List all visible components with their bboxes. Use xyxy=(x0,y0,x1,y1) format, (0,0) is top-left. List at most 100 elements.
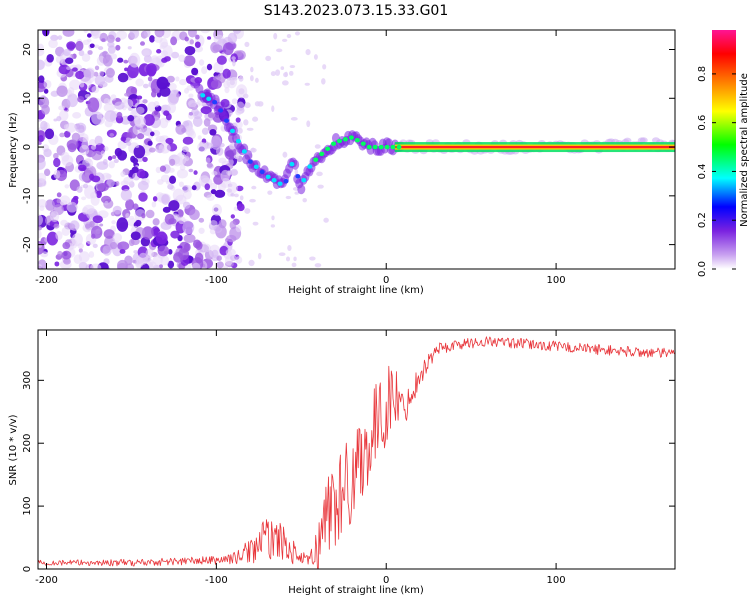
spectrogram-noise-blob xyxy=(124,92,130,97)
spectrogram-noise-blob xyxy=(131,166,139,174)
spectrogram-noise-blob xyxy=(62,242,71,250)
spectrogram-noise-blob xyxy=(53,152,59,160)
spectrogram-noise-blob xyxy=(136,106,145,115)
spectrogram-noise-blob xyxy=(153,100,160,108)
spectrogram-noise-blob xyxy=(110,53,118,60)
spectrogram-noise-blob xyxy=(131,110,138,115)
spectrogram-noise-blob xyxy=(192,239,202,249)
spectrogram-ridge-band-core xyxy=(394,145,675,149)
spectrogram-noise-blob xyxy=(38,214,43,226)
spectrogram-noise-blob xyxy=(67,143,77,153)
spectrogram-frame xyxy=(37,29,676,270)
spectrogram-noise-blob xyxy=(40,120,48,131)
spectrogram-noise-blob xyxy=(157,179,164,185)
spectrogram-ridge-spot xyxy=(206,96,212,101)
spectrogram-noise-blob xyxy=(65,122,77,133)
colorbar-ticks: 0.0 0.2 0.4 0.6 0.8 xyxy=(697,66,736,277)
spectrogram-ridge-spot xyxy=(259,169,265,175)
spectrogram-ridge-spot xyxy=(396,144,402,150)
spectrogram-noise-blob xyxy=(128,239,135,247)
spectrogram-noise-blob xyxy=(105,173,112,179)
spectrogram-noise-blob xyxy=(112,232,123,242)
spectrogram-noise-blob xyxy=(230,168,238,176)
spectrogram-noise-blob xyxy=(73,195,79,201)
spectrogram-noise-blob xyxy=(285,256,291,262)
spectrogram-noise-blob xyxy=(198,227,205,234)
spectrogram-noise-blob xyxy=(136,168,146,179)
spectrogram-noise-blob xyxy=(106,34,115,44)
snr-x-tick-label: 100 xyxy=(547,575,566,586)
spectrogram-noise-blob xyxy=(200,30,210,34)
spectrogram-noise-blob xyxy=(94,135,103,146)
spectrogram-y-tick-label: 10 xyxy=(22,92,33,105)
spectrogram-noise-blob xyxy=(238,88,245,95)
spectrogram-noise-blob xyxy=(267,190,273,195)
spectrogram-noise-blob xyxy=(205,157,211,164)
spectrogram-ridge xyxy=(195,83,675,195)
spectrogram-ridge-spot xyxy=(319,151,325,157)
spectrogram-noise-blob xyxy=(203,118,211,127)
spectrogram-noise-blob xyxy=(53,157,61,168)
spectrogram-noise-blob xyxy=(182,136,194,145)
spectrogram-noise-blob xyxy=(210,135,222,150)
spectrogram-noise-blob xyxy=(158,264,163,269)
spectrogram-y-tick-label: 20 xyxy=(22,43,33,56)
spectrogram-noise-blob xyxy=(81,53,91,62)
spectrogram-noise-blob xyxy=(222,265,229,269)
spectrogram-noise-blob xyxy=(104,200,109,206)
spectrogram-noise-blob xyxy=(197,142,208,152)
spectrogram-noise-blob xyxy=(64,184,70,189)
spectrogram-noise-blob xyxy=(188,168,194,173)
spectrogram-noise-blob xyxy=(91,86,100,94)
spectrogram-noise-blob xyxy=(169,175,177,184)
spectrogram-noise-blob xyxy=(167,102,177,114)
spectrogram-noise-blob xyxy=(230,193,236,197)
spectrogram-noise-blob xyxy=(175,76,180,82)
spectrogram-noise-blob xyxy=(222,68,231,79)
spectrogram-noise-blob xyxy=(284,71,288,77)
spectrogram-noise-blob xyxy=(178,54,186,63)
spectrogram-noise-blob xyxy=(115,44,121,51)
figure-title: S143.2023.073.15.33.G01 xyxy=(264,3,449,19)
spectrogram-noise-blob xyxy=(159,165,167,172)
spectrogram-x-tick-label: 0 xyxy=(383,275,389,286)
spectrogram-noise-blob xyxy=(242,93,249,99)
spectrogram-noise-blob xyxy=(187,30,197,38)
spectrogram-noise-blob xyxy=(243,119,249,126)
spectrogram-noise-blob xyxy=(293,256,297,262)
spectrogram-ridge-spot xyxy=(200,93,206,98)
spectrogram-noise-blob xyxy=(143,30,151,38)
spectrogram-noise-blob xyxy=(38,157,46,170)
spectrogram-noise-blob xyxy=(72,67,78,72)
spectrogram-noise-blob xyxy=(282,151,288,158)
spectrogram-noise-blob xyxy=(140,41,146,46)
spectrogram-x-ticks: -200 -100 0 100 xyxy=(35,30,566,286)
spectrogram-noise-blob xyxy=(163,110,170,117)
spectrogram-noise-blob xyxy=(200,106,212,115)
spectrogram-noise-blob xyxy=(165,137,174,145)
spectrogram-noise-blob xyxy=(270,71,276,77)
spectrogram-noise-blob xyxy=(170,230,180,239)
snr-x-tick-label: -100 xyxy=(205,575,228,586)
spectrogram-noise-blob xyxy=(99,223,104,227)
spectrogram-noise-blob xyxy=(134,144,140,148)
spectrogram-noise-blob xyxy=(211,170,218,176)
spectrogram-noise-blob xyxy=(152,218,160,226)
spectrogram-noise-blob xyxy=(184,87,189,94)
spectrogram-noise-blob xyxy=(136,133,145,140)
colorbar-tick-label: 0.8 xyxy=(697,66,708,82)
spectrogram-noise-blob xyxy=(288,70,294,76)
spectrogram-noise-blob xyxy=(53,223,60,229)
spectrogram-noise-blob xyxy=(116,217,129,232)
spectrogram-noise-blob xyxy=(278,252,286,257)
spectrogram-noise-blob xyxy=(135,219,142,227)
spectrogram-noise-blob xyxy=(226,234,237,243)
spectrogram-noise-blob xyxy=(92,215,104,224)
spectrogram-noise-blob xyxy=(125,199,135,211)
spectrogram-ridge-spot xyxy=(331,141,337,146)
spectrogram-noise-blob xyxy=(57,250,63,257)
spectrogram-ridge-spot xyxy=(253,164,259,170)
spectrogram-noise-blob xyxy=(187,112,195,120)
spectrogram-noise-blob xyxy=(265,55,272,62)
snr-plot-area xyxy=(38,330,675,569)
